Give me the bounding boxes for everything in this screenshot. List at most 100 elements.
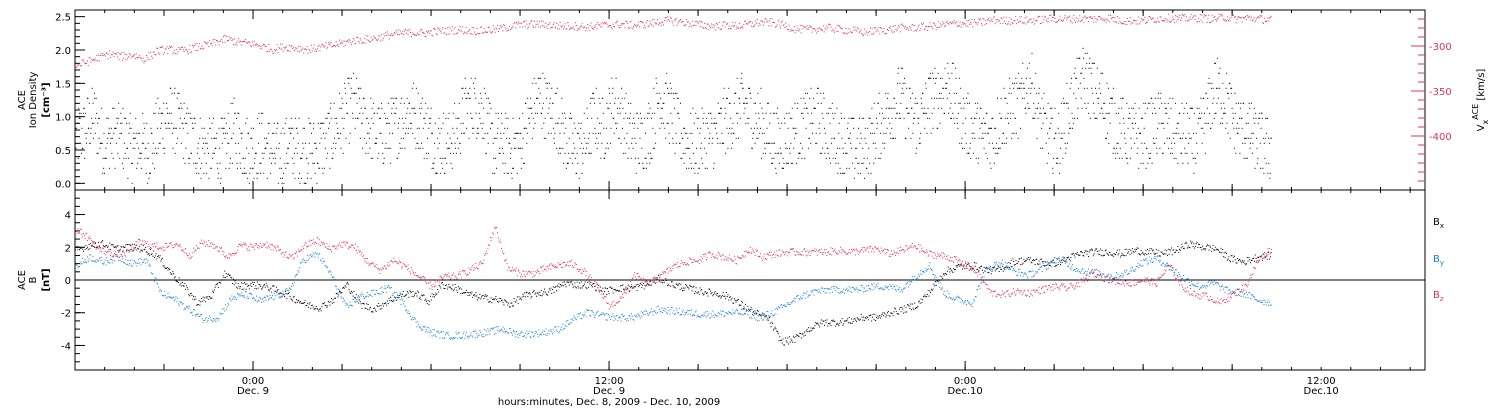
density-point bbox=[1260, 127, 1262, 129]
density-point bbox=[698, 167, 700, 169]
density-point bbox=[1027, 107, 1029, 109]
density-point bbox=[170, 112, 172, 114]
density-point bbox=[1085, 67, 1087, 69]
density-point bbox=[1201, 142, 1203, 144]
density-point bbox=[426, 157, 428, 159]
density-point bbox=[727, 132, 729, 134]
density-point bbox=[644, 157, 646, 159]
density-point bbox=[317, 122, 319, 124]
density-point bbox=[972, 122, 974, 124]
velocity-point bbox=[1161, 19, 1163, 21]
bx-point bbox=[310, 307, 312, 309]
density-point bbox=[1051, 117, 1053, 119]
velocity-point bbox=[148, 52, 150, 54]
density-point bbox=[882, 112, 883, 114]
density-point bbox=[663, 92, 665, 94]
density-point bbox=[292, 172, 294, 174]
velocity-point bbox=[1213, 17, 1215, 18]
density-point bbox=[450, 152, 451, 154]
velocity-point bbox=[997, 18, 999, 20]
density-point bbox=[598, 132, 600, 134]
velocity-point bbox=[826, 25, 828, 27]
velocity-point bbox=[125, 59, 127, 61]
velocity-point bbox=[304, 48, 306, 50]
velocity-point bbox=[175, 53, 176, 55]
density-point bbox=[227, 142, 229, 144]
density-point bbox=[546, 97, 548, 99]
density-point bbox=[246, 117, 248, 119]
velocity-point bbox=[1266, 20, 1268, 22]
density-point bbox=[1206, 122, 1208, 124]
bx-point bbox=[575, 286, 577, 288]
velocity-point bbox=[198, 46, 200, 48]
density-point bbox=[420, 102, 422, 104]
velocity-point bbox=[1033, 18, 1035, 20]
velocity-point bbox=[221, 38, 223, 40]
velocity-point bbox=[627, 22, 629, 24]
density-point bbox=[907, 112, 909, 114]
velocity-point bbox=[581, 23, 583, 25]
density-point bbox=[588, 152, 590, 154]
density-point bbox=[453, 132, 455, 134]
density-point bbox=[831, 102, 833, 104]
density-point bbox=[612, 87, 614, 89]
density-point bbox=[957, 112, 959, 114]
density-point bbox=[1056, 157, 1058, 159]
density-point bbox=[1074, 117, 1076, 119]
density-point bbox=[539, 102, 541, 104]
density-point bbox=[1237, 132, 1239, 134]
density-point bbox=[818, 87, 819, 89]
velocity-point bbox=[1103, 18, 1105, 20]
velocity-point bbox=[430, 30, 432, 32]
density-point bbox=[115, 142, 117, 144]
bx-point bbox=[106, 245, 108, 247]
density-point bbox=[495, 112, 497, 114]
density-point bbox=[1229, 137, 1231, 139]
velocity-point bbox=[247, 41, 249, 43]
velocity-point bbox=[469, 32, 471, 34]
density-point bbox=[85, 112, 87, 114]
density-point bbox=[1244, 137, 1245, 139]
density-point bbox=[105, 147, 107, 149]
density-point bbox=[1215, 62, 1216, 64]
velocity-point bbox=[534, 20, 535, 22]
density-point bbox=[1020, 87, 1022, 89]
velocity-point bbox=[585, 30, 587, 32]
velocity-point bbox=[740, 26, 742, 28]
bx-point bbox=[331, 298, 333, 300]
bx-point bbox=[293, 295, 295, 297]
density-point bbox=[631, 137, 633, 139]
density-point bbox=[488, 97, 490, 99]
bx-point bbox=[579, 287, 581, 289]
density-point bbox=[80, 112, 82, 114]
velocity-point bbox=[815, 30, 817, 32]
density-point bbox=[812, 132, 813, 134]
velocity-point bbox=[569, 27, 571, 29]
bx-point bbox=[268, 290, 270, 292]
density-point bbox=[138, 147, 139, 149]
velocity-point bbox=[109, 50, 111, 52]
density-point bbox=[190, 117, 191, 119]
density-point bbox=[573, 122, 575, 124]
velocity-point bbox=[1187, 20, 1189, 22]
density-point bbox=[125, 157, 127, 159]
bx-point bbox=[474, 295, 476, 297]
velocity-point bbox=[499, 25, 501, 26]
density-point bbox=[809, 122, 811, 124]
bx-point bbox=[334, 297, 336, 299]
velocity-point bbox=[457, 32, 458, 34]
density-point bbox=[152, 162, 154, 164]
density-point bbox=[352, 72, 354, 74]
density-point bbox=[191, 122, 193, 124]
bx-point bbox=[271, 291, 273, 293]
velocity-point bbox=[1198, 18, 1200, 20]
velocity-point bbox=[1200, 19, 1202, 21]
density-point bbox=[850, 117, 852, 119]
density-point bbox=[340, 132, 341, 134]
velocity-point bbox=[264, 45, 266, 47]
velocity-point bbox=[1159, 16, 1161, 18]
density-point bbox=[1032, 117, 1034, 119]
density-point bbox=[839, 147, 841, 149]
velocity-point bbox=[862, 34, 864, 36]
density-point bbox=[472, 127, 473, 129]
